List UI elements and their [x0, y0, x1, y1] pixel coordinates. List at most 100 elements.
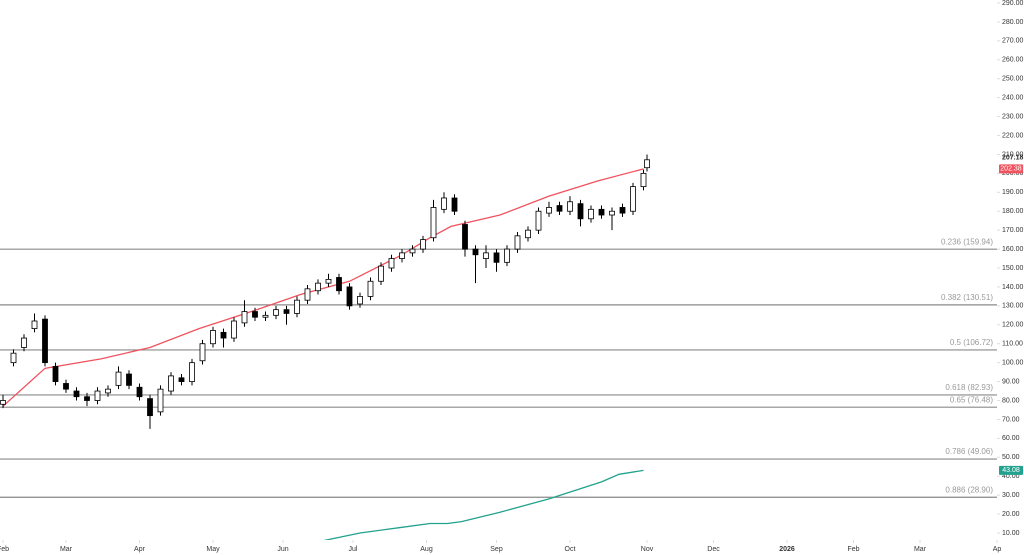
y-tick-label: 10.00 [1002, 530, 1020, 537]
x-tick-label: Feb [0, 546, 9, 553]
fib-label: 0.65 (76.48) [950, 395, 993, 404]
candle-body [304, 288, 311, 301]
y-tick-label: 270.00 [1002, 38, 1024, 45]
candle-body [504, 248, 510, 263]
x-tick-label: Nov [641, 546, 654, 553]
price-tag-label: 202.38 [1000, 166, 1022, 173]
candle-body [546, 207, 552, 214]
candle-body [168, 375, 174, 392]
y-tick-label: 290.00 [1002, 0, 1024, 7]
candle-body [619, 207, 626, 214]
candle-body [63, 383, 69, 390]
y-tick-label: 110.00 [1002, 341, 1023, 348]
y-tick-label: 170.00 [1002, 227, 1024, 234]
x-tick-label: May [206, 546, 220, 553]
candle-body [220, 331, 227, 339]
x-tick-label: Feb [847, 546, 859, 553]
candle-body [73, 390, 80, 398]
candle-body [315, 282, 321, 292]
candle-body [378, 265, 384, 282]
candle-body [115, 371, 122, 386]
fib-label: 0.618 (82.93) [945, 383, 993, 392]
price-tag [999, 164, 1023, 174]
x-tick-label: Mar [914, 546, 927, 553]
y-tick-label: 250.00 [1002, 76, 1024, 83]
candle-body [147, 398, 153, 417]
y-tick-label: 230.00 [1002, 113, 1024, 120]
candle-body [577, 203, 584, 220]
candle-body [514, 235, 521, 250]
fib-label: 0.886 (28.90) [945, 485, 993, 494]
candle-body [535, 210, 542, 231]
candle-body [493, 252, 500, 263]
candle-body [640, 172, 647, 188]
candle-body [10, 352, 17, 364]
last-price-label: 207.18 [1002, 155, 1024, 162]
candle-body [210, 330, 216, 345]
candle-body [252, 311, 258, 318]
candle-body [420, 239, 426, 250]
y-tick-label: 50.00 [1002, 454, 1020, 461]
y-tick-label: 260.00 [1002, 57, 1024, 64]
y-tick-label: 60.00 [1002, 435, 1020, 442]
fib-label: 0.382 (130.51) [941, 293, 993, 302]
candle-body [262, 314, 269, 318]
candle-body [388, 258, 395, 269]
candle-body [451, 197, 458, 212]
candle-body [430, 207, 437, 239]
x-tick-label: Oct [565, 546, 576, 553]
candle-body [0, 400, 6, 405]
candle-body [598, 208, 605, 216]
y-tick-label: 160.00 [1002, 246, 1024, 253]
candle-body [21, 337, 27, 348]
x-tick-label: Apr [134, 546, 146, 553]
y-tick-label: 130.00 [1002, 303, 1024, 310]
y-tick-label: 140.00 [1002, 284, 1024, 291]
candle-body [231, 320, 237, 339]
candle-body [483, 252, 489, 259]
candle-body [525, 229, 531, 239]
y-tick-label: 120.00 [1002, 322, 1024, 329]
candle-body [199, 343, 206, 362]
candle-body [367, 280, 374, 297]
y-tick-label: 210.00 [1002, 151, 1024, 158]
candle-body [441, 197, 447, 210]
candle-body [157, 388, 164, 413]
candle-body [556, 205, 563, 212]
price-tag-label: 43.08 [1002, 467, 1020, 474]
y-tick-label: 280.00 [1002, 19, 1024, 26]
candle-body [409, 248, 416, 254]
candle-body [609, 210, 615, 216]
y-tick-label: 240.00 [1002, 95, 1024, 102]
price-tag [999, 465, 1023, 475]
x-tick-label: Mar [60, 546, 73, 553]
candle-body [241, 311, 248, 324]
candle-body [294, 299, 300, 314]
candle-body [42, 318, 48, 364]
x-tick-label: Jul [349, 546, 358, 553]
y-tick-label: 70.00 [1002, 416, 1020, 423]
indicator-line [323, 469, 644, 540]
fib-label: 0.5 (106.72) [950, 338, 993, 347]
candle-body [94, 390, 101, 401]
x-tick-label: Jun [277, 546, 288, 553]
y-tick-label: 150.00 [1002, 265, 1024, 272]
x-tick-label: Sep [490, 546, 503, 553]
candle-body [399, 252, 405, 259]
candle-body [52, 366, 59, 382]
x-tick-label: Ap [993, 546, 1002, 553]
plot-area: 0.236 (159.94) 0.382 (130.51) 0.5 (106.72)… [0, 154, 997, 540]
candle-body [462, 224, 468, 250]
y-tick-label: 220.00 [1002, 132, 1024, 139]
y-tick-label: 90.00 [1002, 378, 1020, 385]
candle-body [126, 373, 132, 386]
y-tick-label: 40.00 [1002, 473, 1020, 480]
candle-body [346, 286, 353, 307]
x-tick-label: Dec [707, 546, 720, 553]
candle-body [31, 320, 38, 329]
x-tick-label: Aug [420, 546, 433, 553]
candle-body [189, 362, 195, 382]
candle-body [84, 396, 90, 401]
